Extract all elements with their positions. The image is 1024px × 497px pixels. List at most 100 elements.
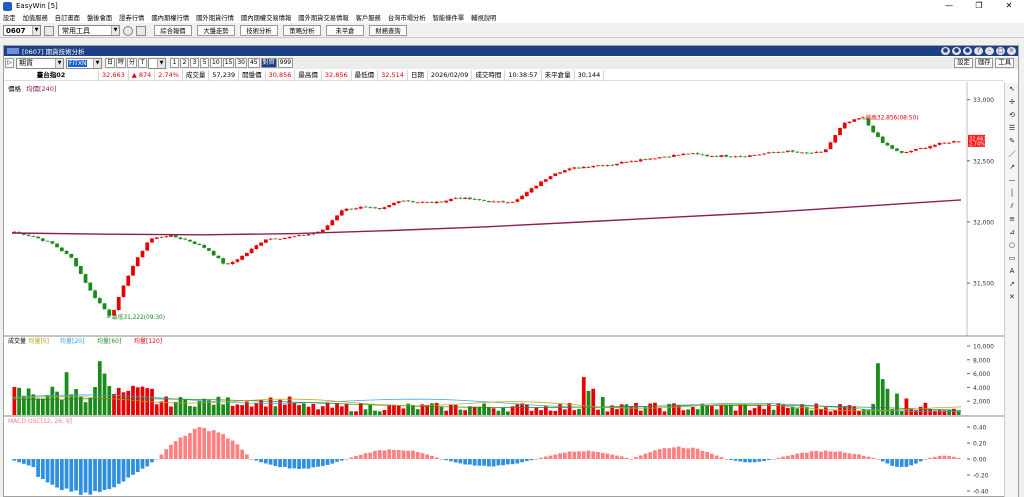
interval-1-button[interactable]: 1 (170, 58, 180, 68)
macd-bar (97, 459, 102, 492)
menu-item[interactable]: 盤後會面 (86, 15, 113, 22)
macd-panel[interactable]: MACD OSC[12, 26, 9] 0.40 0.20 0.00 -0.20 -0.4… (4, 415, 1004, 496)
help-icon[interactable]: ? (974, 47, 983, 55)
pin-icon[interactable]: ● (941, 47, 950, 55)
vertical-line-icon[interactable]: │ (1009, 189, 1015, 197)
volume-bar (510, 406, 515, 415)
interval-3-button[interactable]: 3 (190, 58, 200, 68)
interval-15-button[interactable]: 15 (222, 58, 235, 68)
strategy-analysis-button[interactable]: 策略分析 (283, 25, 321, 36)
gann-icon[interactable]: ⊿ (1009, 228, 1015, 236)
maximize-button[interactable]: ❐ (975, 1, 983, 10)
candle-body (88, 282, 93, 291)
close-button[interactable]: ✕ (1005, 1, 1013, 10)
link-icon[interactable]: ● (952, 47, 961, 55)
open-interest-button[interactable]: 未平倉 (326, 25, 364, 36)
macd-bar (619, 456, 624, 459)
volume-bar (491, 408, 496, 415)
play-icon[interactable]: ▷ (5, 58, 14, 68)
menu-item[interactable]: 國內期權交易情報 (240, 15, 292, 22)
minimize-icon[interactable]: – (985, 47, 994, 55)
macd-bar (510, 459, 515, 465)
rectangle-icon[interactable]: ▭ (1008, 254, 1016, 262)
macd-bar (178, 437, 183, 459)
pan-icon[interactable]: ⟲ (1009, 111, 1015, 119)
open-label: 開盤價 (239, 69, 266, 81)
period-day-button[interactable]: 日 (105, 58, 116, 68)
interval-30-button[interactable]: 30 (235, 58, 247, 68)
macd-bar (719, 457, 724, 459)
chart-area[interactable]: 價格 均價[240] 33,000 32,500 32,000 31,500 最高32,85… (4, 82, 1004, 496)
function-code-combo[interactable]: 0607 ▼ (3, 25, 41, 36)
period-combo[interactable]: 期貨 ▼ (16, 57, 64, 69)
trend-line-icon[interactable]: ／ (1008, 150, 1016, 158)
last-price-tag-pct: 2.74% (969, 141, 985, 147)
ma-legend: 均價[240] (26, 84, 56, 93)
macd-bar (885, 459, 890, 464)
volume-bar (164, 396, 169, 415)
cursor-icon[interactable]: ↖ (1009, 85, 1015, 93)
macd-bar (491, 459, 496, 467)
menu-item[interactable]: 輔視說明 (471, 15, 497, 22)
pencil-icon[interactable]: ✎ (1009, 137, 1015, 145)
menu-item[interactable]: 客戶服務 (355, 15, 381, 22)
interval-2-button[interactable]: 2 (180, 58, 190, 68)
minimize-button[interactable]: — (945, 1, 953, 10)
menu-item[interactable]: 國外期貨交易情報 (298, 15, 349, 22)
technical-analysis-button[interactable]: 技術分析 (240, 25, 278, 36)
channel-icon[interactable]: ⫽ (1010, 202, 1014, 210)
period-minute-button[interactable]: 分 (127, 58, 138, 68)
align-button[interactable]: 對齊 (260, 58, 277, 68)
interval-5-button[interactable]: 5 (200, 58, 210, 68)
interval-10-button[interactable]: 10 (210, 58, 222, 68)
interval-combo[interactable]: ▼ (148, 57, 167, 69)
menu-item[interactable]: 加值服務 (22, 15, 48, 22)
volume-panel[interactable]: 成交量 均量[5] 均量[20] 均量[60] 均量[120] 10,000 8,000 6,… (4, 335, 1004, 415)
text-icon[interactable]: A (1009, 267, 1015, 275)
maximize-icon[interactable]: □ (996, 47, 1005, 55)
interval-45-button[interactable]: 45 (247, 58, 260, 68)
horizontal-line-icon[interactable]: — (1008, 176, 1016, 184)
fibonacci-icon[interactable]: ≡ (1009, 215, 1015, 223)
menu-item[interactable]: 智能條件單 (432, 15, 465, 22)
ray-line-icon[interactable]: ↗ (1009, 163, 1015, 171)
candle-body (672, 154, 676, 157)
macd-bar (131, 459, 135, 475)
macd-bar (268, 459, 273, 465)
candle-body (501, 201, 505, 203)
window-icon[interactable] (136, 25, 146, 36)
crosshair-icon[interactable]: ✢ (1009, 98, 1015, 106)
tools-button[interactable]: 工具 (995, 58, 1014, 68)
menu-item[interactable]: 國外期貨行情 (196, 15, 234, 22)
period-hour-button[interactable]: 時 (116, 58, 127, 68)
child-window-controls: ● ● ● ? – □ × (939, 47, 1016, 55)
menu-item[interactable]: 證券行情 (119, 15, 145, 22)
market-trend-button[interactable]: 大盤走勢 (197, 25, 235, 36)
horizontal-lines-icon[interactable]: ☰ (1008, 124, 1016, 132)
menu-item[interactable]: 國內期權行情 (151, 15, 190, 22)
financial-query-button[interactable]: 財務查詢 (369, 25, 407, 36)
document-icon[interactable] (44, 25, 54, 36)
menu-item[interactable]: 設定 (3, 15, 16, 22)
menu-item[interactable]: 台灣市場分析 (387, 15, 426, 22)
close-icon[interactable]: × (1007, 47, 1016, 55)
gear-icon[interactable] (123, 25, 133, 36)
delete-icon[interactable]: ✕ (1009, 293, 1015, 301)
volume-bar (102, 373, 107, 415)
settings-icon[interactable]: ● (963, 47, 972, 55)
macd-bar (425, 454, 430, 459)
candle-body (785, 150, 790, 152)
tools-combo[interactable]: 常用工具 ▼ (58, 25, 120, 36)
bar-count-field[interactable]: 999 (277, 58, 294, 68)
period-tick-button[interactable]: T (138, 58, 148, 68)
arrow-icon[interactable]: ➚ (1009, 280, 1015, 288)
menu-item[interactable]: 自訂畫面 (54, 15, 80, 22)
quote-button[interactable]: 綜合報價 (154, 25, 192, 36)
settings-button[interactable]: 設定 (954, 58, 973, 68)
price-panel[interactable]: 價格 均價[240] 33,000 32,500 32,000 31,500 最高32,85… (4, 82, 1004, 496)
circle-icon[interactable]: ○ (1008, 241, 1016, 249)
save-button[interactable]: 儲存 (974, 58, 994, 68)
volume-bar (107, 386, 112, 415)
symbol-input[interactable]: FITXN ▼ (66, 57, 102, 69)
macd-bar (866, 456, 871, 459)
